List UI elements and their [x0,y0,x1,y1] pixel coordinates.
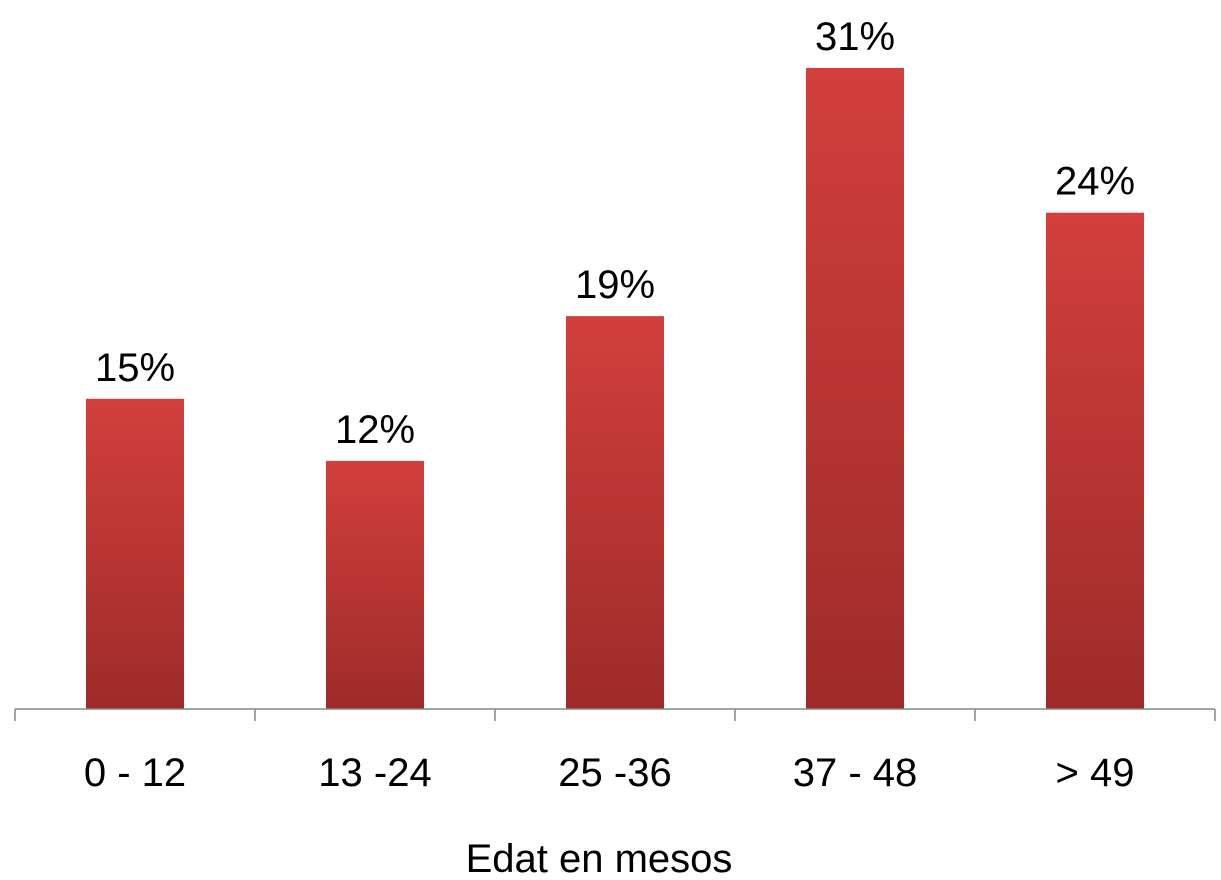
x-tick-label-2: 25 -36 [558,751,671,795]
x-tick-label-0: 0 - 12 [84,751,186,795]
bar-0 [86,398,184,709]
bar-1 [326,460,424,709]
data-label-0: 15% [95,346,175,390]
bars-group [86,68,1144,709]
x-axis [14,708,1216,721]
x-axis-title: Edat en mesos [466,837,733,880]
data-label-2: 19% [575,263,655,307]
x-tick-label-1: 13 -24 [318,751,431,795]
data-label-3: 31% [815,15,895,59]
x-tick-label-4: > 49 [1056,751,1135,795]
bar-3 [806,68,904,709]
data-label-1: 12% [335,408,415,452]
x-tick-label-3: 37 - 48 [793,751,918,795]
x-tick-labels-group: 0 - 12 13 -24 25 -36 37 - 48 > 49 [84,751,1135,795]
data-labels-group: 15% 12% 19% 31% 24% [95,15,1135,452]
bar-4 [1046,212,1144,709]
bar-2 [566,316,664,709]
data-label-4: 24% [1055,160,1135,204]
